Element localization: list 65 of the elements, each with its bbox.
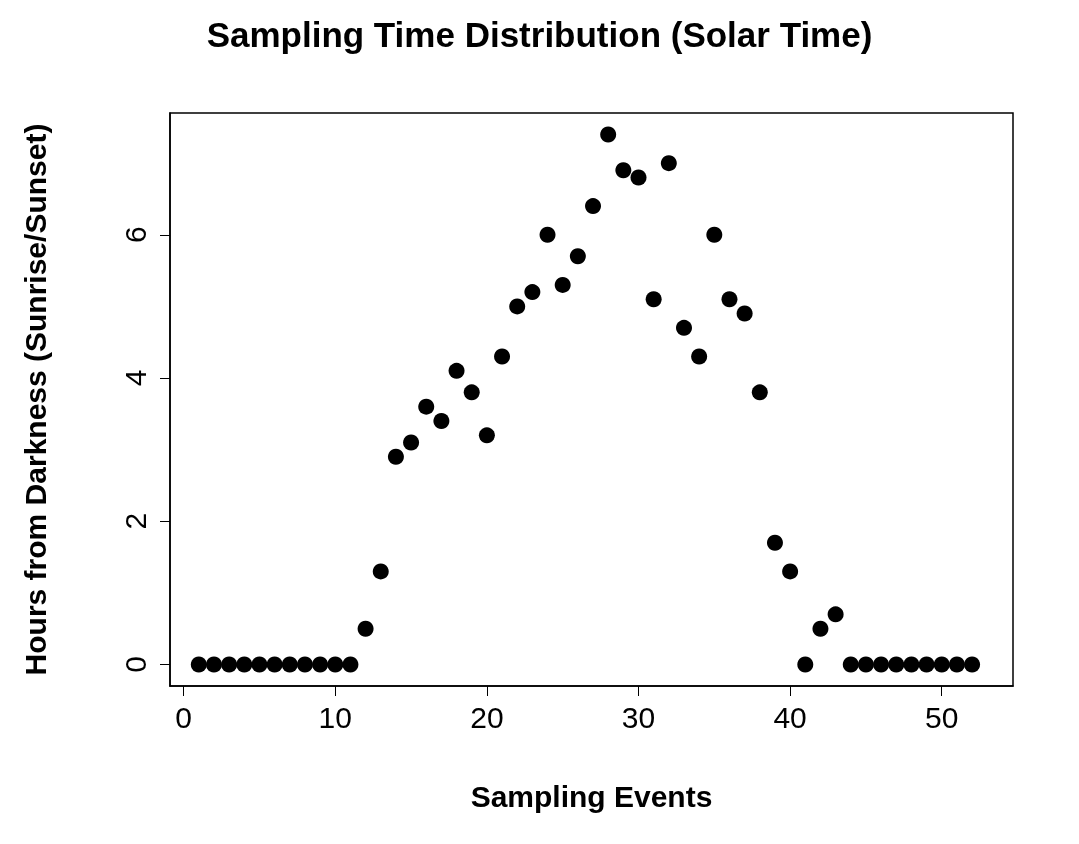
point (190, 656, 207, 673)
point (918, 656, 935, 673)
point (296, 656, 313, 673)
point (372, 563, 389, 580)
point (691, 348, 708, 365)
point (751, 384, 768, 401)
point (842, 656, 859, 673)
point (281, 656, 298, 673)
point (221, 656, 238, 673)
point (676, 319, 692, 336)
y-tick-label: 2 (118, 512, 152, 530)
point (736, 305, 753, 322)
point (448, 362, 465, 379)
point (509, 298, 526, 315)
point (524, 284, 541, 301)
point (494, 348, 511, 365)
x-tick-label: 0 (175, 700, 192, 734)
point (327, 656, 344, 673)
point (357, 620, 374, 637)
point (251, 656, 268, 673)
point (660, 155, 677, 172)
point (387, 448, 404, 465)
point (873, 656, 890, 673)
point (645, 291, 662, 308)
point (236, 656, 253, 673)
point (433, 412, 450, 429)
point (266, 656, 283, 673)
point (857, 656, 874, 673)
point (463, 384, 480, 401)
point (948, 656, 965, 673)
point (600, 126, 617, 143)
point (888, 656, 905, 673)
point (554, 276, 571, 293)
x-axis-title: Sampling Events (470, 779, 713, 813)
point (615, 162, 632, 179)
point (342, 656, 359, 673)
point (964, 656, 981, 673)
point (933, 656, 950, 673)
point (630, 169, 647, 186)
x-tick-label: 40 (773, 700, 807, 734)
point (403, 434, 420, 451)
x-tick-label: 50 (925, 700, 959, 734)
x-tick-label: 20 (470, 700, 504, 734)
point (205, 656, 222, 673)
point (312, 656, 329, 673)
y-tick-label: 6 (118, 226, 152, 244)
point (903, 656, 920, 673)
point (585, 198, 602, 215)
point (827, 606, 844, 623)
point (569, 248, 586, 265)
point (478, 427, 495, 444)
point (721, 291, 738, 308)
y-tick-label: 4 (118, 369, 152, 387)
chart-title: Sampling Time Distribution (Solar Time) (206, 15, 873, 54)
point (539, 226, 556, 243)
x-tick-label: 10 (318, 700, 352, 734)
point (782, 563, 799, 580)
point (418, 398, 435, 415)
x-tick-label: 30 (621, 700, 656, 734)
point (812, 620, 829, 637)
y-tick-label: 0 (118, 656, 152, 673)
point (766, 534, 783, 551)
y-axis-title: Hours from Darkness (Sunrise/Sunset) (18, 123, 52, 676)
point (797, 656, 814, 673)
point (706, 226, 723, 243)
